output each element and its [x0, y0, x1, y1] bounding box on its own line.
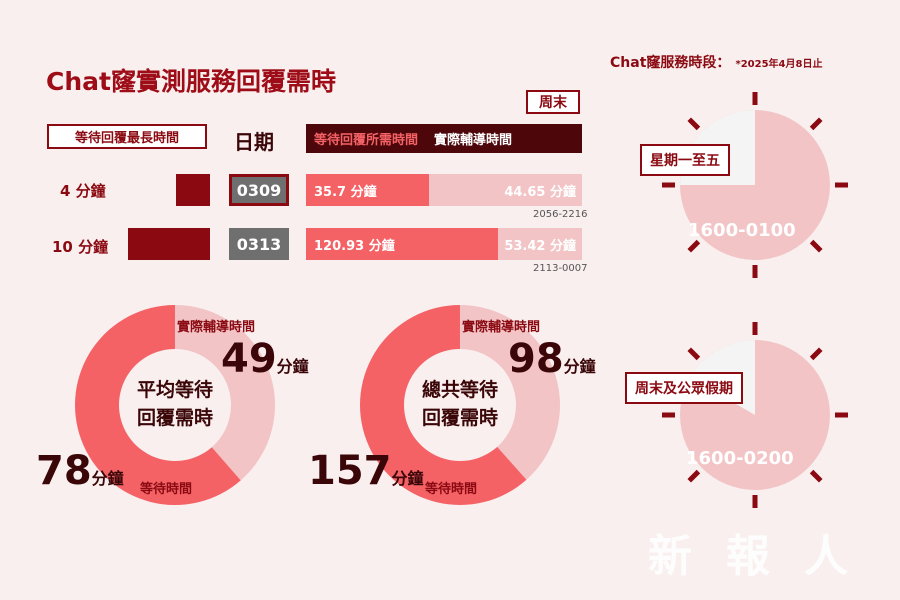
wait-value: 157分鐘 — [308, 448, 424, 494]
clock-tick — [687, 239, 701, 253]
wait-value-number: 157 — [308, 448, 392, 494]
service-hours-heading: Chat窿服務時段： *2025年4月8日止 — [610, 52, 822, 72]
actual-value: 98分鐘 — [508, 336, 596, 382]
page-title: Chat窿實測服務回覆需時 — [46, 67, 336, 96]
clock-tick — [809, 239, 823, 253]
weekend-label: 周末及公眾假期 — [625, 372, 743, 404]
clock-ticks — [662, 92, 848, 278]
time-range: 2056-2216 — [533, 209, 588, 220]
date-header: 日期 — [234, 130, 274, 154]
wait-slice-label: 等待時間 — [425, 482, 478, 497]
donut-center-text: 平均等待 回覆需時 — [125, 376, 225, 432]
wait-bar: 35.7 分鐘 — [306, 174, 429, 206]
time-range: 2113-0007 — [533, 263, 588, 274]
service-hours-label: Chat窿服務時段： — [610, 55, 731, 71]
date-badge: 0313 — [229, 228, 289, 260]
actual-value: 49分鐘 — [221, 336, 309, 382]
donut-total — [360, 305, 560, 505]
max-wait-header: 等待回覆最長時間 — [47, 124, 207, 149]
actual-slice-label: 實際輔導時間 — [462, 320, 541, 335]
wait-value-unit: 分鐘 — [391, 469, 424, 488]
watermark-char: 報 — [726, 531, 774, 582]
actual-value-unit: 分鐘 — [563, 357, 596, 376]
clock-tick — [687, 469, 701, 483]
actual-bar: 44.65 分鐘 — [429, 174, 582, 206]
max-wait-bar — [128, 228, 210, 260]
donut-slice-wait — [74, 305, 241, 505]
wait-time-header: 等待回覆所需時間 — [314, 133, 419, 148]
service-hours-note: *2025年4月8日止 — [735, 59, 823, 70]
actual-value-number: 98 — [508, 336, 564, 382]
center-line-1: 總共等待 — [421, 379, 498, 401]
wait-value: 78分鐘 — [36, 448, 124, 494]
wait-value-number: 78 — [36, 448, 92, 494]
wait-slice-label: 等待時間 — [140, 482, 193, 497]
donut-slice-wait — [360, 305, 527, 505]
max-wait-label: 10 分鐘 — [52, 238, 109, 256]
center-line-2: 回覆需時 — [421, 407, 498, 429]
center-line-1: 平均等待 — [136, 379, 213, 401]
clock-tick — [809, 469, 823, 483]
actual-bar: 53.42 分鐘 — [498, 228, 582, 260]
max-wait-bar — [176, 174, 210, 206]
weekend-tag: 周末 — [526, 90, 580, 114]
clock-tick — [809, 117, 823, 131]
donut-slice-actual — [175, 305, 275, 481]
watermark-char: 新 — [648, 531, 696, 582]
bar-header: 等待回覆所需時間 實際輔導時間 — [306, 124, 582, 153]
clock-ticks — [662, 322, 848, 508]
clock-weekend — [662, 322, 848, 508]
clock-tick — [687, 347, 701, 361]
actual-value-unit: 分鐘 — [276, 357, 309, 376]
watermark: 新 報 人 — [648, 520, 852, 584]
weekday-range: 1600-0100 — [688, 220, 796, 241]
weekend-range: 1600-0200 — [686, 448, 794, 469]
donut-center-text: 總共等待 回覆需時 — [410, 376, 510, 432]
actual-value-number: 49 — [221, 336, 277, 382]
donut-average — [74, 305, 275, 505]
center-line-2: 回覆需時 — [136, 407, 213, 429]
weekday-label: 星期一至五 — [640, 144, 730, 176]
actual-time-header: 實際輔導時間 — [434, 133, 513, 148]
date-badge: 0309 — [229, 174, 289, 206]
donut-slice-actual — [460, 305, 560, 480]
wait-bar: 120.93 分鐘 — [306, 228, 498, 260]
wait-value-unit: 分鐘 — [91, 469, 124, 488]
max-wait-label: 4 分鐘 — [60, 182, 106, 200]
actual-slice-label: 實際輔導時間 — [177, 320, 256, 335]
watermark-char: 人 — [804, 531, 852, 582]
clock-tick — [687, 117, 701, 131]
clock-tick — [809, 347, 823, 361]
clock-weekday — [662, 92, 848, 278]
